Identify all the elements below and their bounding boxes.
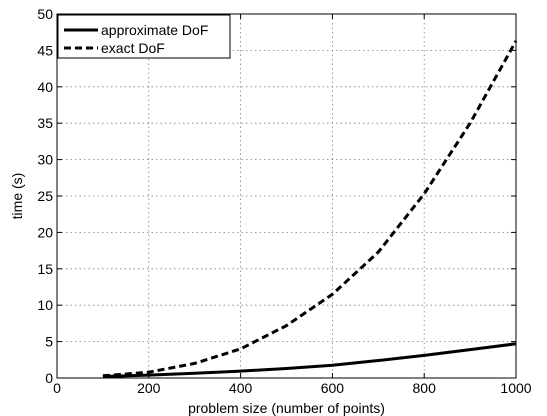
axis-ticks — [56, 13, 517, 379]
x-tick-label: 200 — [137, 380, 161, 396]
legend-box — [57, 14, 231, 59]
y-tick-label: 10 — [37, 297, 53, 313]
y-tick-label: 25 — [37, 188, 53, 204]
series-line-exact-dof — [102, 40, 518, 378]
x-tick-label: 400 — [229, 380, 253, 396]
y-tick-label: 5 — [45, 334, 53, 350]
y-tick-label: 20 — [37, 224, 53, 240]
y-tick-label: 45 — [37, 42, 53, 58]
legend-label-approximate-dof: approximate DoF — [101, 22, 208, 38]
series-lines — [102, 40, 518, 378]
legend: approximate DoF exact DoF — [57, 14, 231, 59]
y-axis-label: time (s) — [9, 173, 25, 220]
y-tick-label: 40 — [37, 79, 53, 95]
tick-labels: 0 200 400 600 800 1000 0 5 10 15 20 25 30 35 40 45 50 — [37, 6, 531, 396]
y-tick-label: 35 — [37, 115, 53, 131]
y-tick-label: 0 — [45, 370, 53, 386]
series-line-approximate-dof — [102, 342, 517, 378]
grid-lines — [57, 14, 516, 378]
y-tick-label: 30 — [37, 152, 53, 168]
x-tick-label: 600 — [321, 380, 345, 396]
x-tick-label: 0 — [53, 380, 61, 396]
y-tick-label: 50 — [37, 6, 53, 22]
y-tick-label: 15 — [37, 261, 53, 277]
x-axis-label: problem size (number of points) — [188, 400, 385, 416]
x-tick-label: 800 — [413, 380, 437, 396]
x-tick-label: 1000 — [500, 380, 531, 396]
legend-label-exact-dof: exact DoF — [101, 40, 165, 56]
